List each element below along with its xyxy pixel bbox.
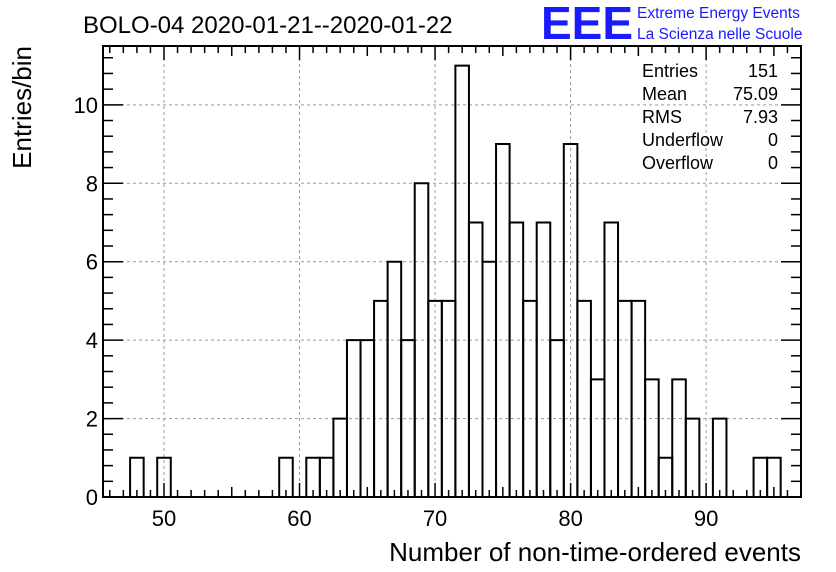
eee-logo: EEE Extreme Energy Events La Scienza nel… bbox=[541, 0, 802, 49]
x-tick-label: 70 bbox=[423, 506, 447, 531]
plot-frame bbox=[102, 45, 802, 498]
histogram-bar bbox=[630, 299, 647, 497]
histogram-bar bbox=[684, 417, 701, 497]
histogram-bar bbox=[278, 456, 294, 497]
histogram-bar bbox=[345, 339, 362, 497]
y-tick-label: 0 bbox=[86, 485, 98, 510]
x-tick-label: 90 bbox=[694, 506, 718, 531]
y-tick-label: 6 bbox=[86, 250, 98, 275]
histogram-bar bbox=[576, 299, 592, 497]
histogram-bar bbox=[603, 221, 620, 497]
y-tick-label: 10 bbox=[74, 93, 98, 118]
logo-line-1: Extreme Energy Events bbox=[637, 5, 800, 22]
stats-label: RMS bbox=[642, 107, 682, 127]
histogram-bar bbox=[535, 221, 552, 497]
histogram-bar bbox=[766, 456, 782, 497]
stats-value: 7.93 bbox=[743, 107, 778, 127]
histogram-bar bbox=[467, 221, 484, 497]
y-tick-label: 4 bbox=[86, 328, 98, 353]
logo-line-2: La Scienza nelle Scuole bbox=[637, 26, 802, 43]
x-tick-label: 50 bbox=[152, 506, 176, 531]
axis-ticks bbox=[103, 46, 802, 498]
x-axis-label: Number of non-time-ordered events bbox=[389, 537, 801, 567]
stats-label: Entries bbox=[642, 61, 698, 81]
histogram-bar bbox=[495, 143, 511, 497]
histogram-bar bbox=[373, 299, 389, 497]
stats-value: 0 bbox=[768, 130, 778, 150]
x-tick-label: 60 bbox=[287, 506, 311, 531]
histogram-bar bbox=[440, 299, 457, 497]
histogram-bar bbox=[644, 378, 660, 497]
stats-value: 151 bbox=[748, 61, 778, 81]
y-tick-label: 2 bbox=[86, 407, 98, 432]
tick-labels: 50 60 70 80 90 0 2 4 6 8 10 bbox=[74, 93, 719, 531]
stats-label: Mean bbox=[642, 84, 687, 104]
histogram-bar bbox=[508, 221, 525, 497]
histogram-bars bbox=[129, 64, 782, 497]
histogram-bar bbox=[332, 417, 348, 497]
grid-lines bbox=[103, 46, 801, 497]
y-tick-label: 8 bbox=[86, 171, 98, 196]
histogram-bar bbox=[129, 456, 145, 497]
stats-label: Overflow bbox=[642, 153, 714, 173]
histogram-bar bbox=[481, 260, 498, 497]
chart-title: BOLO-04 2020-01-21--2020-01-22 bbox=[83, 12, 453, 39]
histogram-bar bbox=[454, 64, 470, 497]
logo-letters: EEE bbox=[541, 0, 633, 49]
histogram-bar bbox=[522, 299, 538, 497]
histogram-bar bbox=[156, 456, 172, 497]
stats-box: Entries 151 Mean 75.09 RMS 7.93 Underflow 0 Over… bbox=[642, 61, 778, 173]
histogram-bar bbox=[671, 378, 687, 497]
stats-label: Underflow bbox=[642, 130, 724, 150]
histogram-bar bbox=[711, 417, 728, 497]
stats-value: 75.09 bbox=[733, 84, 778, 104]
histogram-bar bbox=[589, 378, 606, 497]
x-tick-label: 80 bbox=[558, 506, 582, 531]
histogram-bar bbox=[617, 299, 633, 497]
histogram-bar bbox=[386, 260, 403, 497]
stats-value: 0 bbox=[768, 153, 778, 173]
y-axis-label: Entries/bin bbox=[7, 46, 37, 169]
